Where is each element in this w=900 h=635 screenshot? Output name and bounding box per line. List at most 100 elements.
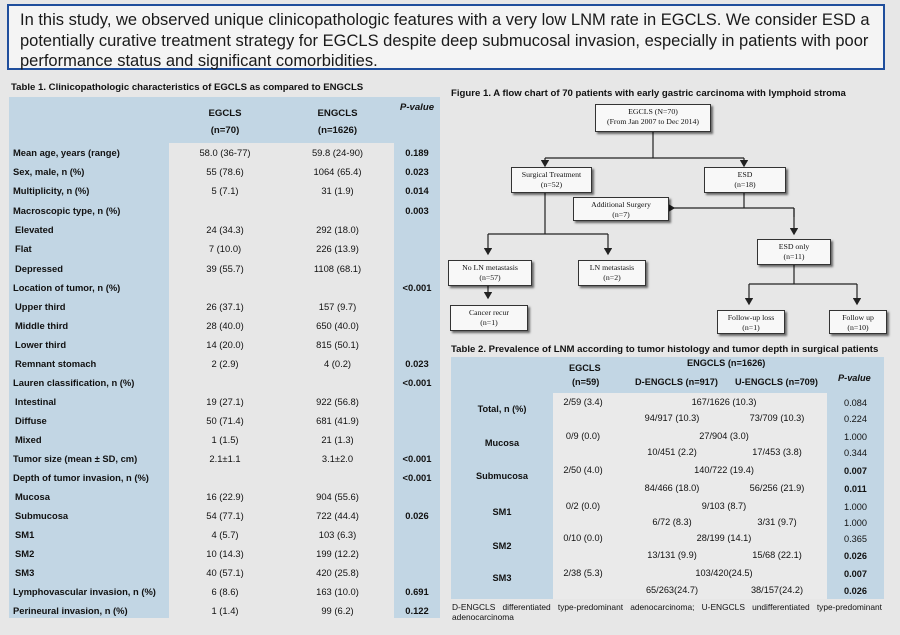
table2-pvalue-column: [827, 393, 884, 599]
egcls-value: 39 (55.7): [206, 263, 244, 274]
t1-engcls-n: (n=1626): [317, 125, 358, 136]
t2-row-label: SM3: [492, 573, 512, 583]
flow-node-cancer-recur: Cancer recur (n=1): [450, 305, 528, 331]
row-label: Tumor size (mean ± SD, cm): [13, 453, 138, 464]
table1-row: Elevated 24 (34.3) 292 (18.0): [9, 221, 440, 240]
p-value: <0.001: [402, 377, 432, 388]
egcls-value: 6 (8.6): [211, 586, 239, 597]
t1-engcls-header: ENGCLS: [317, 108, 358, 119]
row-label: Lower third: [15, 339, 67, 350]
flow-node-follow-up: Follow up (n=10): [829, 310, 887, 334]
p-value: 0.014: [405, 185, 429, 196]
table1-row: Mixed 1 (1.5) 21 (1.3): [9, 431, 440, 450]
t2-pvalue-1: 0.007: [844, 569, 867, 579]
table1-row: Mucosa 16 (22.9) 904 (55.6): [9, 488, 440, 507]
t2-row-label: SM2: [492, 541, 512, 551]
engcls-value: 157 (9.7): [318, 301, 357, 312]
engcls-value: 815 (50.1): [316, 339, 359, 350]
egcls-value: 14 (20.0): [206, 339, 244, 350]
table1-row: Mean age, years (range) 58.0 (36-77) 59.8 …: [9, 144, 440, 163]
t2-d-engcls-value: 10/451 (2.2): [647, 447, 697, 457]
t2-u-engcls-header: U-ENGCLS (n=709): [735, 377, 818, 387]
p-value: 0.023: [405, 358, 429, 369]
engcls-value: 650 (40.0): [316, 320, 359, 331]
row-label: Flat: [15, 243, 32, 254]
table1-row: SM3 40 (57.1) 420 (25.8): [9, 564, 440, 583]
t2-engcls-value: 9/103 (8.7): [701, 501, 747, 511]
p-value: <0.001: [402, 282, 432, 293]
t2-engcls-value: 167/1626 (10.3): [691, 397, 757, 407]
t2-engcls-value: 103/420(24.5): [695, 568, 753, 578]
table1-row: Flat 7 (10.0) 226 (13.9): [9, 240, 440, 259]
conclusion-box: In this study, we observed unique clinic…: [7, 4, 885, 70]
t2-egcls-header: EGCLS: [569, 363, 601, 373]
egcls-value: 26 (37.1): [206, 301, 244, 312]
row-label: Location of tumor, n (%): [13, 282, 121, 293]
table1-row: Multiplicity, n (%) 5 (7.1) 31 (1.9) 0.014: [9, 182, 440, 201]
table2-stub-column: [451, 393, 553, 599]
row-label: Depressed: [15, 263, 63, 274]
engcls-value: 4 (0.2): [323, 358, 352, 369]
t2-row-label: SM1: [492, 507, 512, 517]
figure1-flowchart: EGCLS (N=70) (From Jan 2007 to Dec 2014)…: [445, 100, 895, 340]
t2-row-label: Submucosa: [475, 471, 529, 481]
t2-d-engcls-value: 84/466 (18.0): [644, 483, 700, 493]
t2-pvalue-2: 1.000: [844, 518, 867, 528]
t2-engcls-header: ENGCLS (n=1626): [687, 358, 766, 368]
engcls-value: 59.8 (24-90): [311, 147, 364, 158]
row-label: Middle third: [15, 320, 69, 331]
t1-pvalue-header: P-value: [399, 102, 435, 113]
egcls-value: 54 (77.1): [206, 510, 244, 521]
egcls-value: 55 (78.6): [206, 166, 244, 177]
table1-row: Submucosa 54 (77.1) 722 (44.4) 0.026: [9, 507, 440, 526]
row-label: Intestinal: [15, 396, 57, 407]
egcls-value: 2.1±1.1: [209, 453, 241, 464]
t2-pvalue-2: 0.011: [844, 484, 867, 494]
engcls-value: 21 (1.3): [321, 434, 354, 445]
row-label: Diffuse: [15, 415, 47, 426]
egcls-value: 16 (22.9): [206, 491, 244, 502]
t2-egcls-value: 2/50 (4.0): [563, 465, 603, 475]
t2-engcls-value: 28/199 (14.1): [696, 533, 752, 543]
table1-row: Remnant stomach 2 (2.9) 4 (0.2) 0.023: [9, 355, 440, 374]
table2-title: Table 2. Prevalence of LNM according to …: [451, 344, 879, 355]
t2-engcls-value: 27/904 (3.0): [699, 431, 749, 441]
table1-row: Intestinal 19 (27.1) 922 (56.8): [9, 393, 440, 412]
p-value: 0.122: [405, 605, 429, 616]
t2-pvalue-1: 1.000: [844, 432, 867, 442]
t2-d-engcls-value: 65/263(24.7): [645, 585, 699, 595]
t2-pvalue-2: 0.224: [844, 414, 867, 424]
table1-row: Tumor size (mean ± SD, cm) 2.1±1.1 3.1±2.0…: [9, 450, 440, 469]
table1-row: Sex, male, n (%) 55 (78.6) 1064 (65.4) 0.02…: [9, 163, 440, 182]
row-label: Upper third: [15, 301, 66, 312]
engcls-value: 904 (55.6): [316, 491, 359, 502]
egcls-value: 50 (71.4): [206, 415, 244, 426]
row-label: Lymphovascular invasion, n (%): [13, 586, 156, 597]
egcls-value: 1 (1.5): [211, 434, 239, 445]
table1-row: Macroscopic type, n (%) 0.003: [9, 202, 440, 221]
table1-pvalue-column: [394, 143, 440, 618]
conclusion-text: In this study, we observed unique clinic…: [20, 11, 870, 70]
flow-node-no-ln-metastasis: No LN metastasis (n=57): [448, 260, 532, 286]
row-label: Macroscopic type, n (%): [13, 205, 121, 216]
row-label: SM1: [15, 529, 35, 540]
row-label: SM2: [15, 548, 35, 559]
flow-node-follow-up-loss: Follow-up loss (n=1): [717, 310, 785, 334]
t2-u-engcls-value: 17/453 (3.8): [752, 447, 802, 457]
flow-node-root: EGCLS (N=70) (From Jan 2007 to Dec 2014): [595, 104, 711, 132]
row-label: Perineural invasion, n (%): [13, 605, 128, 616]
t2-pvalue-1: 0.084: [844, 398, 867, 408]
table1-row: Perineural invasion, n (%) 1 (1.4) 99 (6.2…: [9, 602, 440, 621]
row-label: Elevated: [15, 224, 54, 235]
p-value: 0.003: [405, 205, 429, 216]
flow-node-ln-metastasis: LN metastasis (n=2): [578, 260, 646, 286]
figure1-title: Figure 1. A flow chart of 70 patients wi…: [451, 88, 846, 99]
egcls-value: 4 (5.7): [211, 529, 239, 540]
egcls-value: 2 (2.9): [211, 358, 239, 369]
engcls-value: 226 (13.9): [316, 243, 359, 254]
t2-d-engcls-header: D-ENGCLS (n=917): [635, 377, 718, 387]
t2-u-engcls-value: 73/709 (10.3): [749, 413, 805, 423]
row-label: SM3: [15, 567, 35, 578]
t2-row-label: Mucosa: [484, 438, 520, 448]
t2-pvalue-2: 0.344: [844, 448, 867, 458]
